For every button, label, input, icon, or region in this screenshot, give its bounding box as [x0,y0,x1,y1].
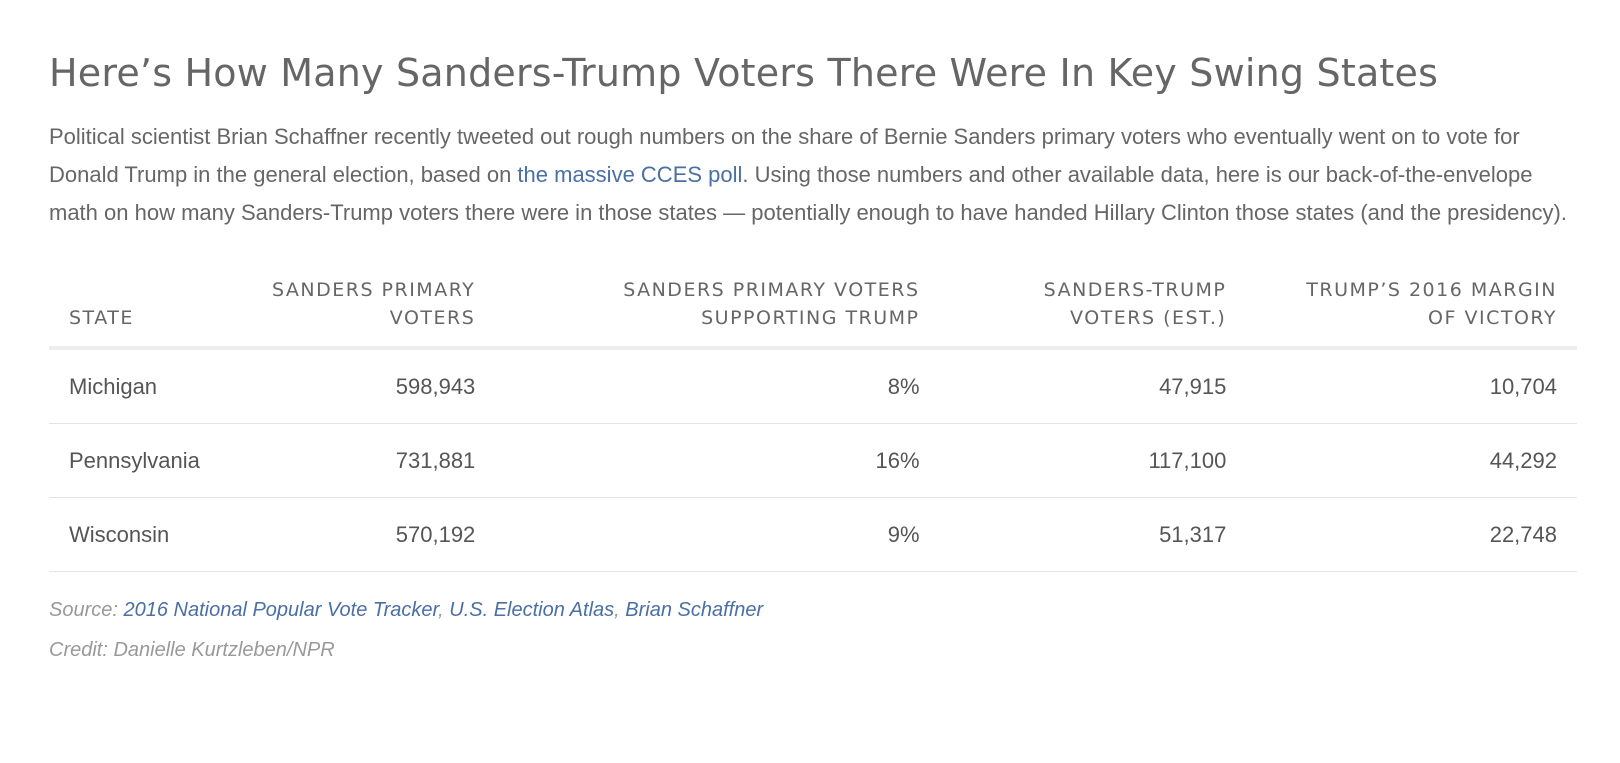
credit-line: Credit: Danielle Kurtzleben/NPR [49,639,335,661]
header-primary-line2: VOTERS [389,307,476,329]
source-separator: , [614,599,626,621]
cell-state: Wisconsin [49,497,241,572]
intro-text-start: Political scientist Brian Schaffner rece… [49,124,1520,187]
header-primary-line1: SANDERS PRIMARY [271,279,476,301]
header-state-label: STATE [69,307,134,329]
cell-margin: 44,292 [1246,423,1577,498]
source-link-schaffner[interactable]: Brian Schaffner [625,599,764,621]
cell-sanders-trump-est: 117,100 [939,423,1247,498]
cell-state: Michigan [49,348,241,424]
header-est-line2: VOTERS (EST.) [1070,307,1227,329]
cell-primary-voters: 570,192 [240,497,496,572]
header-supporting-line1: SANDERS PRIMARY VOTERS [623,279,920,301]
page-title: Here’s How Many Sanders-Trump Voters The… [49,51,1439,95]
header-sanders-trump-est: SANDERS-TRUMP VOTERS (EST.) [939,276,1247,350]
cell-primary-voters: 598,943 [240,348,496,424]
source-separator: , [438,599,450,621]
header-margin: TRUMP’S 2016 MARGIN OF VICTORY [1246,276,1577,350]
cell-margin: 22,748 [1246,497,1577,572]
cell-sanders-trump-est: 51,317 [939,497,1247,572]
table-row: Wisconsin 570,192 9% 51,317 22,748 [49,497,1577,572]
cell-supporting-trump: 9% [495,497,940,572]
swing-states-table: STATE SANDERS PRIMARY VOTERS SANDERS PRI… [49,276,1577,572]
cces-poll-link[interactable]: the massive CCES poll [517,162,743,187]
table-row: Michigan 598,943 8% 47,915 10,704 [49,348,1577,424]
header-est-line1: SANDERS-TRUMP [1043,279,1227,301]
header-supporting-trump: SANDERS PRIMARY VOTERS SUPPORTING TRUMP [495,276,940,350]
header-supporting-line2: SUPPORTING TRUMP [701,307,920,329]
cell-margin: 10,704 [1246,348,1577,424]
cell-sanders-trump-est: 47,915 [939,348,1247,424]
header-margin-line2: OF VICTORY [1428,307,1557,329]
source-label: Source: [49,599,124,621]
header-state: STATE [49,276,241,350]
table-row: Pennsylvania 731,881 16% 117,100 44,292 [49,423,1577,498]
cell-primary-voters: 731,881 [240,423,496,498]
source-link-election-atlas[interactable]: U.S. Election Atlas [449,599,615,621]
intro-text-end: . Using those numbers and other availabl… [49,162,1567,225]
cell-supporting-trump: 8% [495,348,940,424]
intro-paragraph: Political scientist Brian Schaffner rece… [49,118,1577,232]
source-line: Source: 2016 National Popular Vote Track… [49,596,1577,624]
cell-state: Pennsylvania [49,423,241,498]
header-margin-line1: TRUMP’S 2016 MARGIN [1306,279,1557,301]
source-link-vote-tracker[interactable]: 2016 National Popular Vote Tracker [123,599,439,621]
table-header-row: STATE SANDERS PRIMARY VOTERS SANDERS PRI… [49,276,1577,350]
header-primary-voters: SANDERS PRIMARY VOTERS [240,276,496,350]
cell-supporting-trump: 16% [495,423,940,498]
graphic-container: Here’s How Many Sanders-Trump Voters The… [49,0,1577,664]
